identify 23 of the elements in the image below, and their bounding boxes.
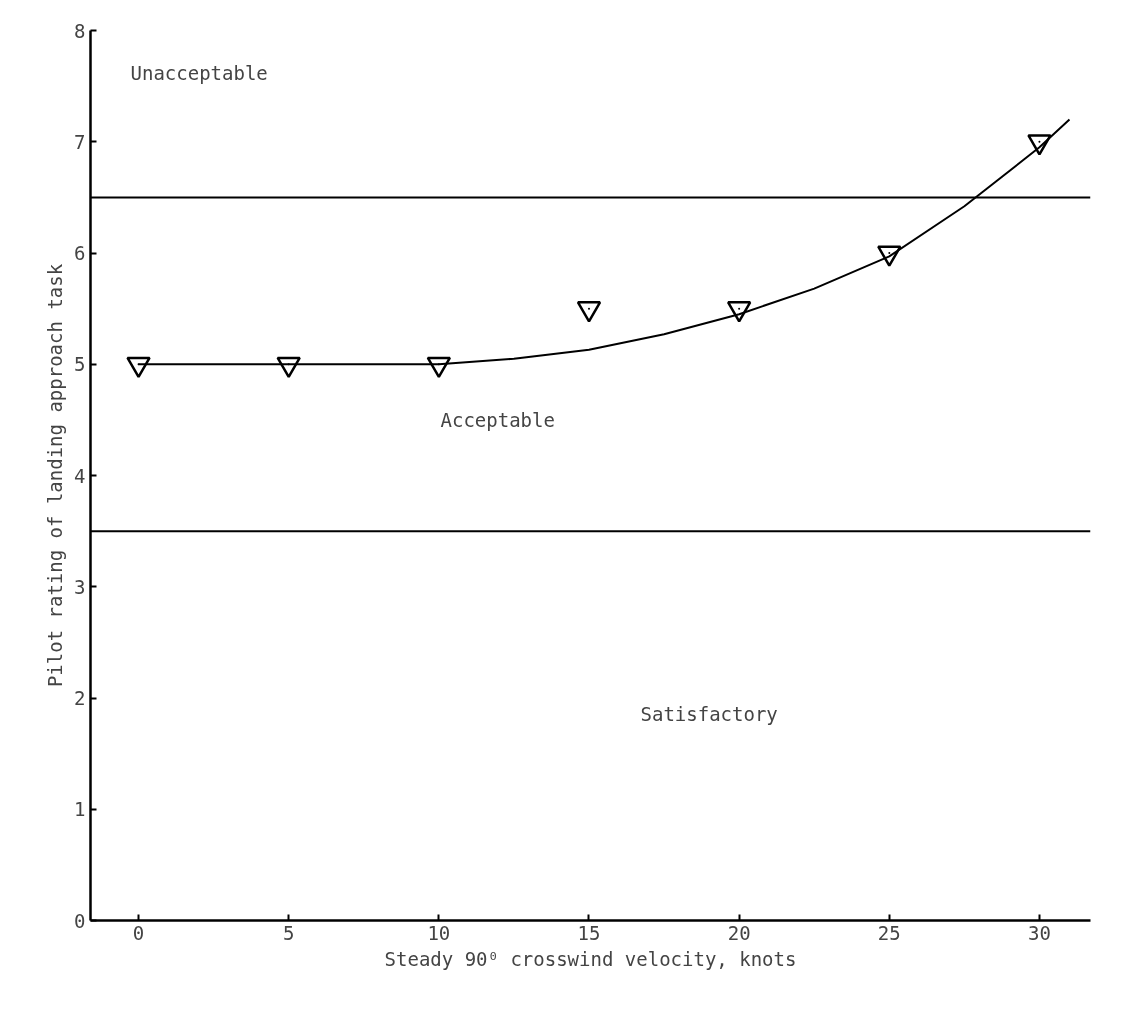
x-tick-label: 10	[427, 921, 451, 944]
y-tick-label: 3	[74, 575, 86, 598]
y-tick-label: 7	[74, 130, 86, 153]
point	[726, 301, 752, 323]
point	[126, 356, 151, 379]
x-tick-label: 5	[282, 921, 295, 944]
x-tick-label: 15	[577, 921, 601, 944]
y-axis-title: Pilot rating of landing approach task	[44, 263, 67, 688]
x-tick-label: 25	[877, 921, 901, 944]
y-tick-label: 1	[74, 798, 86, 821]
y-tick-label: 2	[74, 687, 86, 709]
y-tick-label: 6	[74, 242, 86, 264]
y-tick-label: 8	[74, 19, 86, 42]
annotation: Unacceptable	[130, 61, 268, 84]
x-tick-label: 30	[1028, 921, 1051, 944]
annotation: Satisfactory	[640, 702, 778, 725]
x-tick-label: 0	[132, 921, 145, 944]
y-tick-label: 5	[74, 353, 86, 376]
y-tick-label: 4	[74, 464, 86, 487]
point	[576, 301, 602, 323]
x-axis-title: Steady 90⁰ crosswind velocity, knots	[384, 947, 797, 970]
x-tick-label: 20	[727, 921, 751, 944]
annotation: Acceptable	[440, 409, 555, 431]
